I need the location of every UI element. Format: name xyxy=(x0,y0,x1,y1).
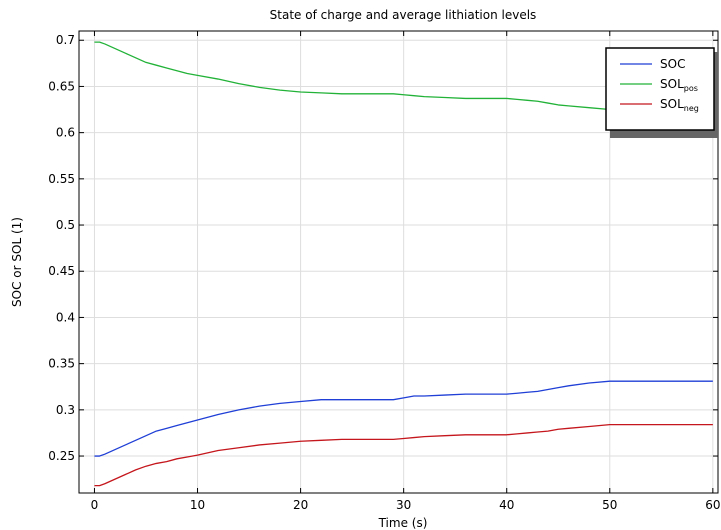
x-tick-label: 10 xyxy=(190,498,205,512)
legend-label-main: SOC xyxy=(660,57,685,71)
legend-label-soc: SOC xyxy=(660,57,685,71)
x-tick-label: 60 xyxy=(705,498,720,512)
y-tick-label: 0.55 xyxy=(48,172,75,186)
legend-label-solpos: SOLpos xyxy=(660,77,698,93)
series-line-solneg xyxy=(94,423,713,487)
legend-label-main: SOL xyxy=(660,97,684,111)
legend-box xyxy=(605,47,715,131)
y-axis-ticks: 0.25 0.3 0.35 0.4 0.45 0.5 0.55 0.6 0.65 0.7 xyxy=(48,33,718,463)
y-tick-label: 0.5 xyxy=(56,218,75,232)
plot-frame xyxy=(78,30,719,494)
x-tick-label: 50 xyxy=(602,498,617,512)
legend-label-solneg: SOLneg xyxy=(660,97,699,113)
x-tick-label: 0 xyxy=(91,498,99,512)
y-axis-label: SOC or SOL (1) xyxy=(10,217,24,307)
y-tick-label: 0.25 xyxy=(48,449,75,463)
y-tick-label: 0.4 xyxy=(56,310,75,324)
y-tick-label: 0.35 xyxy=(48,357,75,371)
y-tick-label: 0.7 xyxy=(56,33,75,47)
x-tick-label: 20 xyxy=(293,498,308,512)
legend-label-subscript: pos xyxy=(684,84,698,93)
chart-title: State of charge and average lithiation l… xyxy=(270,8,537,22)
y-tick-label: 0.65 xyxy=(48,79,75,93)
legend-label-subscript: neg xyxy=(684,104,699,113)
grid xyxy=(79,31,718,493)
y-tick-label: 0.3 xyxy=(56,403,75,417)
x-axis-label: Time (s) xyxy=(378,516,428,530)
series-line-solpos xyxy=(94,41,713,111)
x-tick-label: 40 xyxy=(499,498,514,512)
series-lines xyxy=(94,41,713,487)
x-axis-ticks: 0 10 20 30 40 50 60 xyxy=(91,31,720,512)
legend-label-main: SOL xyxy=(660,77,684,91)
y-tick-label: 0.6 xyxy=(56,126,75,140)
x-tick-label: 30 xyxy=(396,498,411,512)
series-line-soc xyxy=(94,380,713,457)
y-tick-label: 0.45 xyxy=(48,264,75,278)
